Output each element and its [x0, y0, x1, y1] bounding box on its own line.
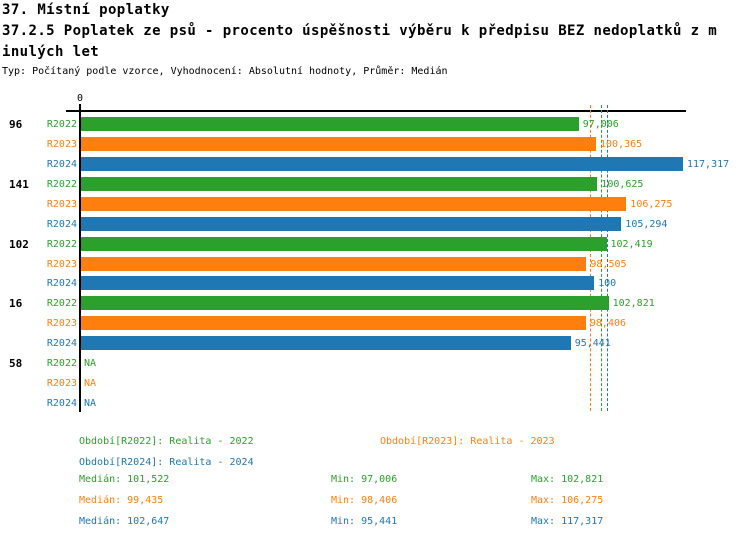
- value-label-16-r2022: 102,821: [612, 298, 655, 310]
- stat-max-r2023: Max: 106,275: [531, 495, 604, 506]
- na-value-58-r2023: NA: [84, 378, 97, 390]
- row-label-58-r2024: R2024: [46, 398, 77, 410]
- stat-min-r2024: Min: 95,441: [331, 516, 398, 527]
- bar-141-r2023: [81, 196, 627, 211]
- bar-141-r2022: [81, 176, 598, 191]
- stat-max-r2024: Max: 117,317: [531, 516, 604, 527]
- row-label-58-r2023: R2023: [46, 378, 77, 390]
- bar-16-r2024: [81, 336, 571, 351]
- report-title-line-3: inulých let: [2, 44, 100, 60]
- legend-item-r2024: Období[R2024]: Realita - 2024: [79, 457, 254, 468]
- value-label-96-r2024: 117,317: [687, 158, 730, 170]
- na-value-58-r2024: NA: [84, 398, 97, 410]
- row-label-96-r2022: R2022: [46, 119, 77, 130]
- value-label-102-r2024: 100: [598, 278, 617, 290]
- stat-min-r2022: Min: 97,006: [331, 474, 398, 485]
- stat-median-r2024: Medián: 102,647: [79, 516, 170, 527]
- row-label-141-r2024: R2024: [46, 218, 77, 230]
- row-label-16-r2022: R2022: [46, 298, 77, 310]
- value-label-102-r2023: 98,505: [590, 258, 627, 270]
- stat-median-r2023: Medián: 99,435: [79, 495, 164, 506]
- row-label-58-r2022: R2022: [46, 358, 77, 370]
- median-line-r2023: [590, 105, 592, 411]
- value-label-141-r2024: 105,294: [625, 218, 668, 230]
- na-value-58-r2022: NA: [84, 358, 97, 370]
- value-label-141-r2023: 106,275: [630, 198, 673, 210]
- bar-96-r2023: [81, 136, 596, 151]
- bar-96-r2024: [81, 156, 683, 171]
- group-label-102: 102: [9, 237, 29, 251]
- value-label-96-r2022: 97,006: [582, 119, 619, 130]
- row-label-102-r2024: R2024: [46, 278, 77, 290]
- y-axis-line: [79, 104, 81, 412]
- median-line-r2024: [606, 105, 608, 411]
- row-label-96-r2024: R2024: [46, 158, 77, 170]
- row-label-16-r2024: R2024: [46, 338, 77, 350]
- bar-102-r2022: [81, 236, 607, 251]
- value-label-141-r2022: 100,625: [601, 178, 644, 190]
- value-label-16-r2023: 98,406: [589, 318, 627, 330]
- row-label-141-r2022: R2022: [46, 178, 77, 190]
- bar-chart: 0 96 R2022 97,006 R2023 100,365 R2024 117,317 1…: [0, 90, 750, 420]
- report-title-line-1: 37. Místní poplatky: [2, 2, 170, 18]
- row-label-141-r2023: R2023: [46, 198, 77, 210]
- report-meta-line: Typ: Počítaný podle vzorce, Vyhodnocení:…: [2, 66, 448, 77]
- group-label-141: 141: [9, 177, 29, 191]
- bar-102-r2024: [81, 276, 595, 291]
- legend-item-r2022: Období[R2022]: Realita - 2022: [79, 436, 254, 447]
- group-label-16: 16: [9, 297, 23, 311]
- bar-16-r2023: [81, 316, 586, 331]
- value-label-102-r2022: 102,419: [610, 238, 653, 250]
- bar-141-r2024: [81, 216, 622, 231]
- x-axis-line: [66, 110, 686, 112]
- group-label-96: 96: [9, 118, 23, 131]
- stat-median-r2022: Medián: 101,522: [79, 474, 170, 485]
- stat-min-r2023: Min: 98,406: [331, 495, 398, 506]
- row-label-96-r2023: R2023: [46, 138, 77, 150]
- value-label-96-r2023: 100,365: [600, 138, 643, 150]
- row-label-102-r2022: R2022: [46, 238, 77, 250]
- x-axis-zero-tick-label: 0: [76, 93, 84, 104]
- row-label-16-r2023: R2023: [46, 318, 77, 330]
- report-title-line-2: 37.2.5 Poplatek ze psů - procento úspěšn…: [2, 23, 718, 39]
- bar-102-r2023: [81, 256, 587, 271]
- row-label-102-r2023: R2023: [46, 258, 77, 270]
- stat-max-r2022: Max: 102,821: [531, 474, 604, 485]
- bar-16-r2022: [81, 296, 609, 311]
- group-label-58: 58: [9, 357, 23, 371]
- value-label-16-r2024: 95,441: [574, 338, 611, 350]
- median-line-r2022: [600, 105, 602, 411]
- bar-96-r2022: [81, 117, 579, 131]
- legend-item-r2023: Období[R2023]: Realita - 2023: [380, 436, 555, 447]
